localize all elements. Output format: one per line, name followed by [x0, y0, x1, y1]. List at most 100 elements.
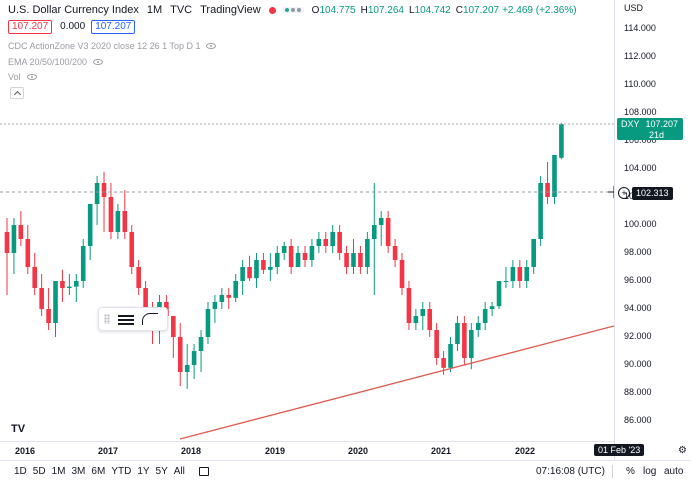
candle	[455, 316, 460, 351]
candle	[4, 218, 10, 295]
candle	[80, 239, 86, 288]
high-key: H	[360, 4, 368, 16]
candle	[517, 260, 523, 288]
price-tick: 110.000	[624, 79, 656, 89]
indicator-vol[interactable]: Vol	[8, 70, 37, 83]
candle	[254, 253, 259, 288]
auto-toggle[interactable]: auto	[664, 466, 684, 477]
time-tick: 2021	[431, 446, 452, 456]
tradingview-logo-icon: TV	[11, 423, 26, 435]
candle	[11, 218, 17, 274]
bar-countdown: 21d 18h	[649, 130, 665, 151]
candle	[171, 316, 176, 358]
candle	[309, 239, 315, 267]
range-1m[interactable]: 1M	[51, 465, 66, 477]
candle	[538, 176, 543, 246]
price-tick: 98.000	[624, 247, 652, 257]
price-tick: 90.000	[624, 359, 652, 369]
low-value: 104.742	[414, 4, 451, 16]
range-ytd[interactable]: YTD	[111, 465, 132, 477]
indicator-label: EMA 20/50/100/200	[8, 56, 88, 67]
source-label: TradingView	[200, 4, 261, 16]
candle	[32, 253, 38, 295]
candle	[496, 281, 502, 309]
price-axis[interactable]	[614, 0, 691, 460]
sell-button[interactable]: 107.207	[8, 19, 53, 34]
close-key: C	[455, 4, 463, 16]
candle	[371, 183, 377, 295]
candle	[233, 274, 238, 302]
gear-icon[interactable]: ⚙	[678, 445, 687, 456]
candle	[427, 302, 433, 337]
candle	[281, 241, 287, 260]
indicator-cdc[interactable]: CDC ActionZone V3 2020 close 12 26 1 Top…	[8, 39, 217, 52]
time-tick: 2022	[515, 446, 536, 456]
candle	[392, 239, 398, 267]
percent-toggle[interactable]: %	[626, 466, 635, 477]
exchange-label: TVC	[170, 4, 193, 16]
indicator-label: CDC ActionZone V3 2020 close 12 26 1 Top…	[8, 40, 201, 51]
time-tick: 2019	[265, 446, 286, 456]
candle	[212, 295, 218, 323]
trendlines-icon[interactable]	[118, 313, 134, 325]
candle	[87, 204, 93, 260]
candle	[198, 330, 204, 372]
candle	[482, 302, 488, 330]
candle	[399, 253, 405, 295]
clock-display[interactable]: 07:16:08 (UTC)	[536, 466, 605, 477]
candle	[330, 225, 336, 253]
candle	[74, 274, 79, 302]
range-5y[interactable]: 5Y	[155, 465, 168, 477]
data-status-icon[interactable]	[281, 7, 304, 13]
candle	[261, 253, 266, 274]
symbol-title[interactable]: U.S. Dollar Currency Index	[8, 4, 139, 16]
currency-label[interactable]: USD	[624, 3, 644, 13]
candle	[302, 246, 308, 267]
add-alert-icon[interactable]: +	[618, 187, 630, 199]
eye-icon[interactable]	[26, 73, 37, 80]
candles-layer	[4, 122, 564, 389]
candle	[524, 260, 530, 288]
divider	[612, 465, 613, 478]
candle	[288, 239, 294, 274]
candle	[462, 316, 467, 365]
curve-tool-icon[interactable]	[142, 313, 158, 325]
price-tick: 88.000	[624, 387, 652, 397]
collapse-legend-button[interactable]	[10, 87, 24, 99]
candle	[247, 255, 252, 281]
range-1d[interactable]: 1D	[14, 465, 27, 477]
last-price-label: DXY 107.207 21d 18h	[617, 118, 683, 151]
log-toggle[interactable]: log	[643, 466, 657, 477]
crosshair-date-label: 01 Feb '23	[594, 444, 645, 456]
candle	[323, 232, 329, 253]
eye-icon[interactable]	[206, 42, 217, 49]
range-3m[interactable]: 3M	[71, 465, 86, 477]
candle	[365, 232, 370, 274]
price-tick: 104.000	[624, 163, 657, 173]
candle	[351, 239, 356, 274]
buy-button[interactable]: 107.207	[91, 19, 136, 34]
candle	[434, 323, 439, 365]
eye-icon[interactable]	[93, 58, 104, 65]
candle	[489, 302, 495, 316]
low-key: L	[408, 4, 415, 16]
price-tick: 100.000	[624, 219, 657, 229]
time-tick: 2017	[98, 446, 119, 456]
candle	[268, 253, 273, 281]
candle	[184, 344, 190, 389]
candle	[316, 232, 322, 253]
price-tick: 106.000	[624, 135, 657, 145]
range-all[interactable]: All	[173, 465, 185, 477]
range-6m[interactable]: 6M	[91, 465, 106, 477]
range-1y[interactable]: 1Y	[137, 465, 150, 477]
interval-label[interactable]: 1M	[146, 4, 163, 16]
candle	[25, 225, 31, 274]
floating-toolbar[interactable]	[98, 307, 168, 331]
drag-handle-icon[interactable]	[104, 314, 110, 324]
range-5d[interactable]: 5D	[32, 465, 46, 477]
candle	[60, 269, 65, 302]
calendar-icon[interactable]	[198, 466, 209, 476]
time-axis[interactable]	[0, 441, 614, 460]
indicator-ema[interactable]: EMA 20/50/100/200	[8, 55, 104, 68]
market-status-icon[interactable]	[268, 6, 276, 14]
